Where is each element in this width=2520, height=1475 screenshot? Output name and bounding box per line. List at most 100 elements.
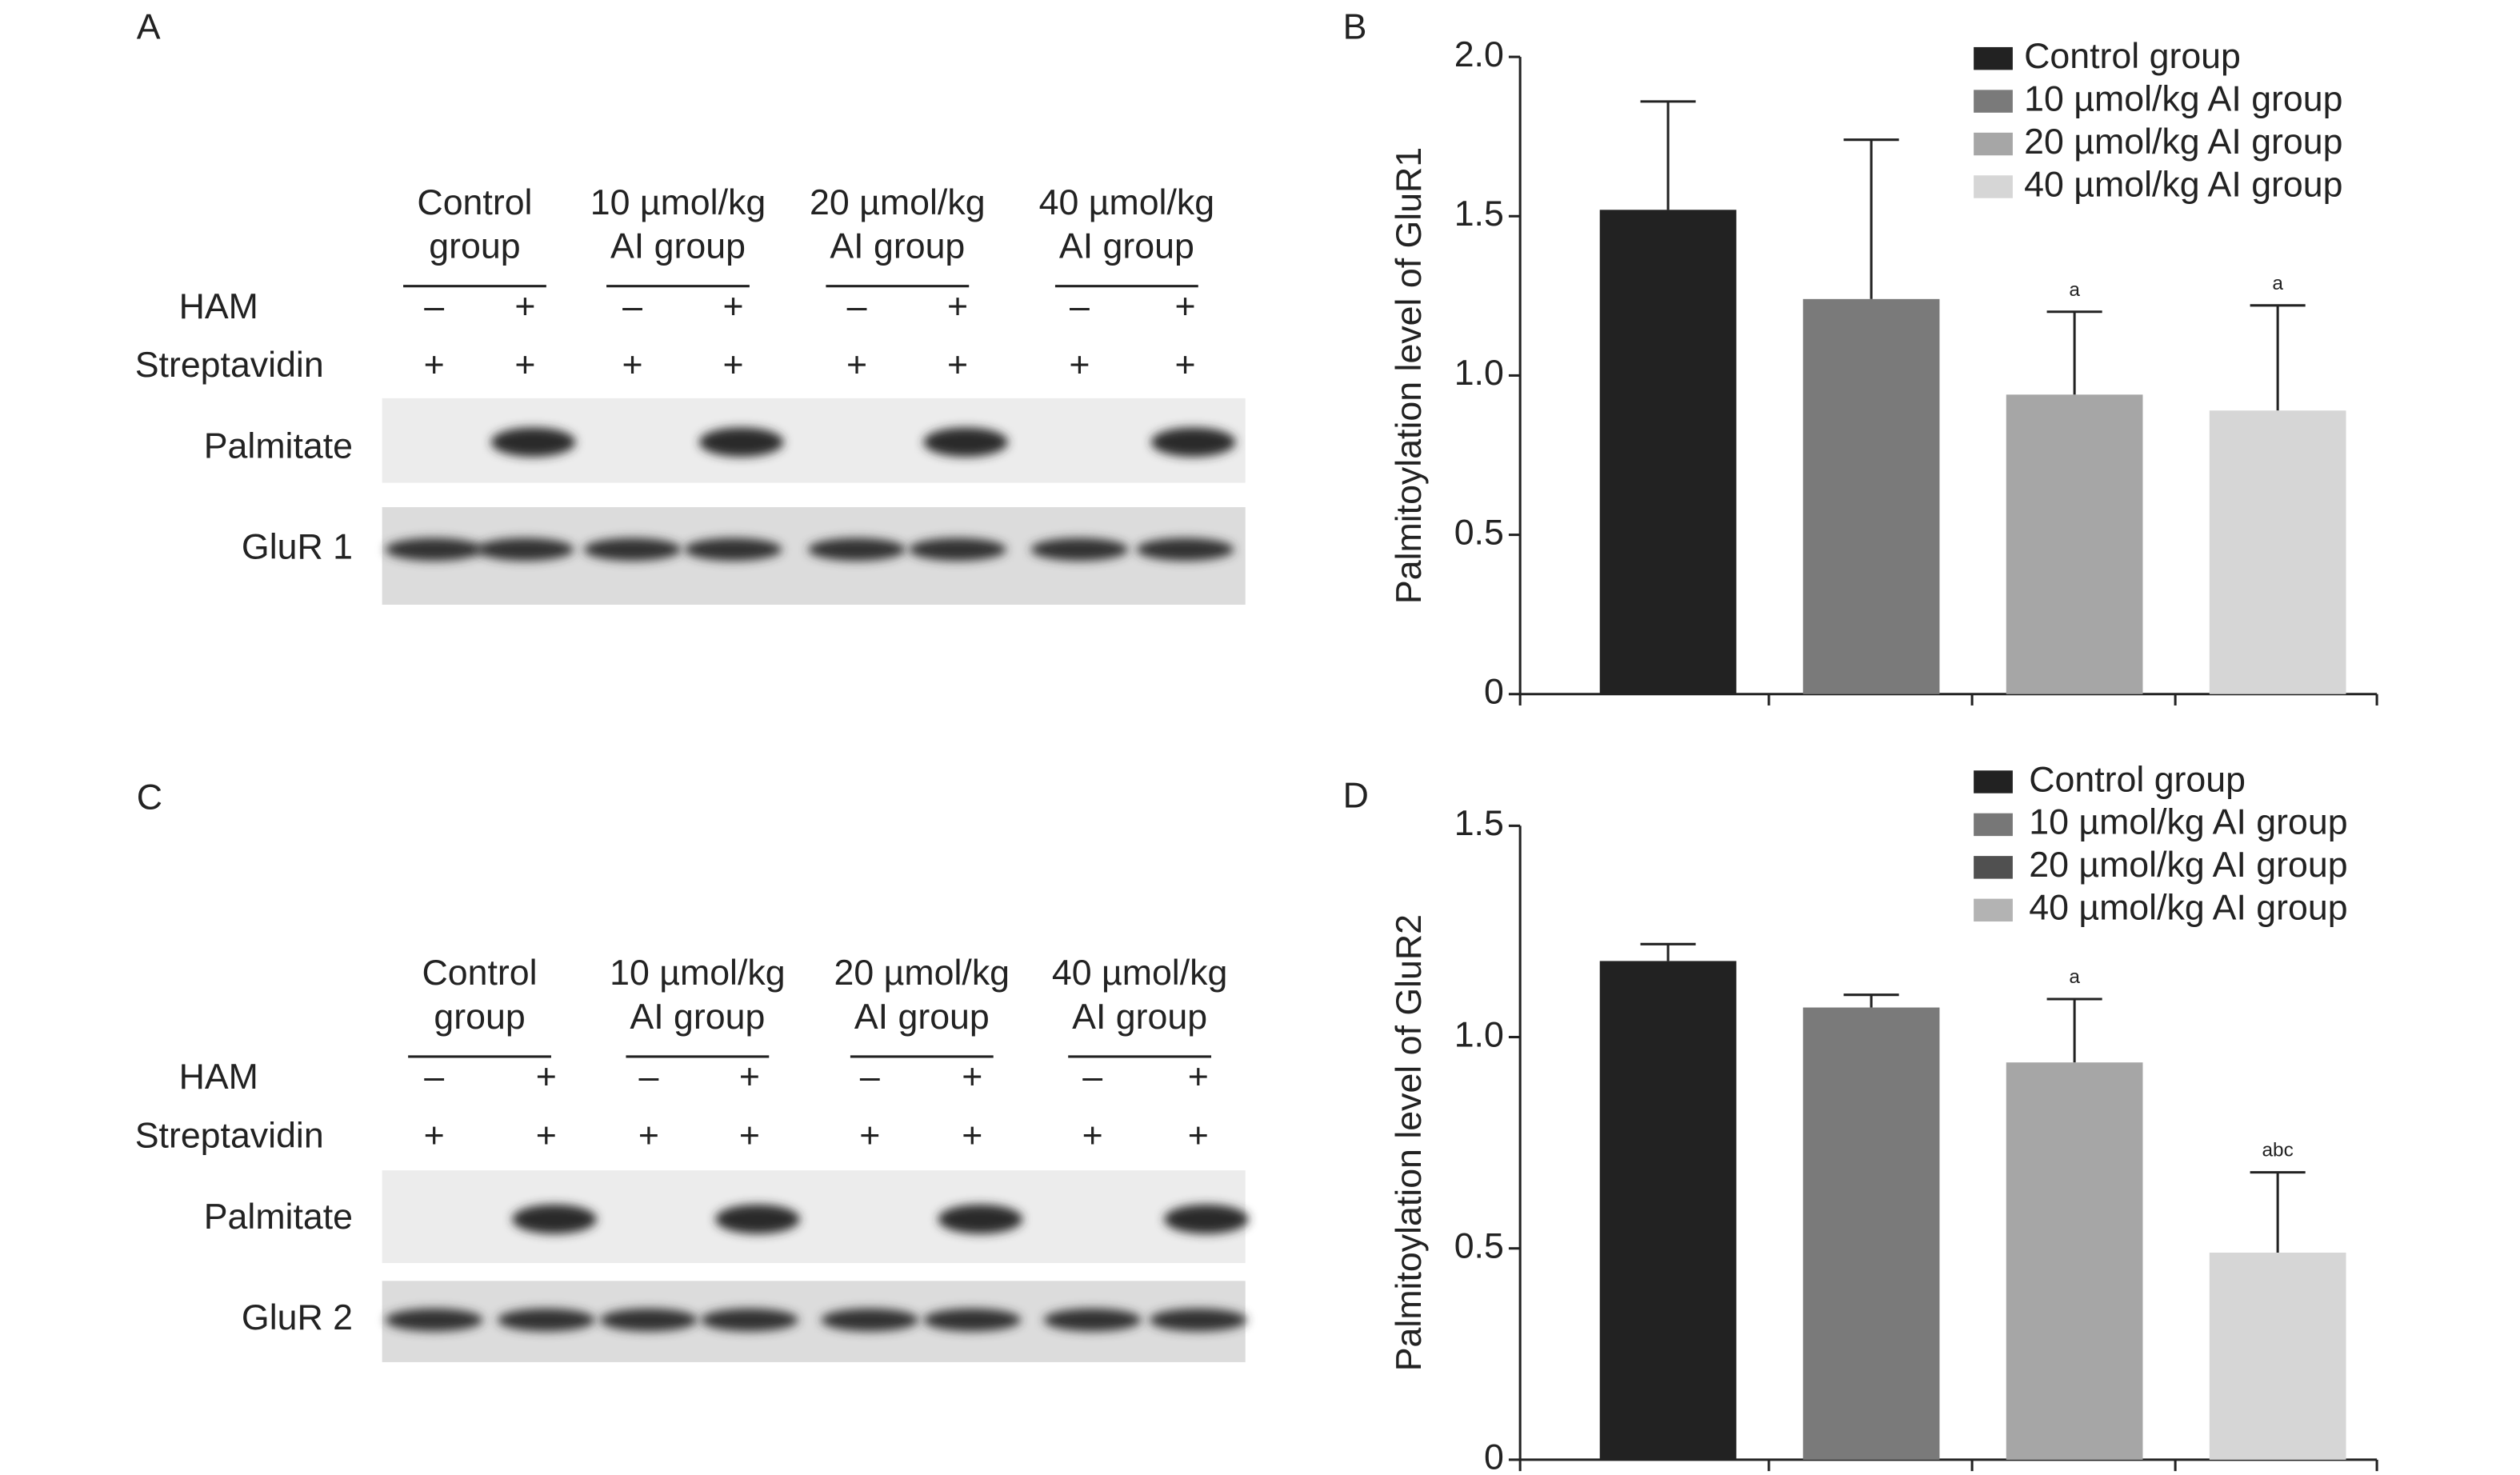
group-header: Control [417,183,532,222]
panel-label: D [1343,777,1369,816]
sign: + [1174,346,1195,385]
annotation: a [2069,279,2080,301]
sign: + [723,287,744,326]
legend-swatch [1974,770,2013,793]
error-bar [1640,100,1696,210]
band-label: GluR 1 [242,528,353,567]
group-header: AI group [630,997,765,1037]
sign: + [1188,1116,1209,1155]
band-label: Palmitate [204,427,353,466]
blot-band [385,538,483,562]
blot-band [700,1308,798,1332]
blot-band [808,538,906,562]
bar [1599,210,1737,694]
legend-label: Control group [2029,760,2246,799]
bar [2209,1252,2346,1460]
group-header: 20 µmol/kg [834,953,1010,993]
sign: – [847,287,867,326]
blot-band [923,427,1009,458]
blot-band [938,1204,1023,1234]
legend-label: 40 µmol/kg AI group [2024,165,2342,204]
y-tick-label: 2.0 [1454,35,1504,74]
y-tick-label: 1.5 [1454,804,1504,843]
sign: + [962,1116,982,1155]
row-label: Streptavidin [135,1116,324,1155]
error-bar [1640,942,1696,961]
sign: + [622,346,643,385]
bar [2209,410,2346,694]
legend-label: Control group [2024,37,2241,76]
y-tick-label: 0 [1484,673,1504,712]
blot-band [1136,538,1234,562]
bar [1802,298,1940,694]
y-axis-label: Palmitoylation level of GluR2 [1390,914,1429,1371]
legend-label: 10 µmol/kg AI group [2029,803,2347,842]
blot-band [821,1308,919,1332]
bar [2006,394,2143,694]
sign: – [622,287,642,326]
sign: – [1070,287,1090,326]
sign: + [536,1057,557,1097]
legend-swatch [1974,46,2013,70]
row-label: Streptavidin [135,346,324,385]
blot-band [476,538,574,562]
error-bar [1843,138,1899,299]
y-axis-label: Palmitoylation level of GluR1 [1390,147,1429,604]
sign: – [424,287,444,326]
sign: + [739,1116,760,1155]
row-label: HAM [179,287,258,326]
blot-strip [382,1170,1246,1264]
panel-label: A [137,7,161,46]
error-bar [2046,997,2102,1063]
error-bar [2250,1171,2306,1253]
annotation: a [2069,966,2080,988]
legend-label: 40 µmol/kg AI group [2029,889,2347,928]
annotation: a [2272,273,2283,294]
sign: + [424,1116,445,1155]
blot-band [583,538,682,562]
annotation: abc [2262,1140,2293,1161]
group-header: 40 µmol/kg [1039,183,1214,222]
panel-label: C [137,778,162,817]
blot-band [698,427,784,458]
blot-band [1149,1308,1247,1332]
sign: + [514,287,535,326]
legend-swatch [1974,856,2013,879]
y-tick-label: 0 [1484,1438,1504,1475]
sign: + [424,346,445,385]
group-header: 10 µmol/kg [610,953,786,993]
group-header: group [434,997,525,1037]
blot-band [497,1308,595,1332]
sign: + [1188,1057,1209,1097]
blot-band [512,1204,597,1234]
sign: + [947,346,968,385]
blot-band [599,1308,698,1332]
legend-swatch [1974,132,2013,156]
y-tick-label: 1.0 [1454,1015,1504,1054]
group-header: AI group [1072,997,1207,1037]
sign: + [723,346,744,385]
panel-label: B [1343,7,1367,46]
sign: + [962,1057,982,1097]
band-label: GluR 2 [242,1298,353,1337]
band-label: Palmitate [204,1197,353,1237]
legend-swatch [1974,90,2013,113]
sign: + [638,1116,659,1155]
sign: + [514,346,535,385]
blot-band [1150,427,1236,458]
blot-band [684,538,782,562]
legend-label: 20 µmol/kg AI group [2024,122,2342,162]
error-bar [1843,993,1899,1008]
bar [2006,1062,2143,1460]
legend-swatch [1974,898,2013,922]
sign: + [1082,1116,1103,1155]
bar [1599,961,1737,1460]
legend-label: 20 µmol/kg AI group [2029,845,2347,885]
blot-band [1164,1204,1249,1234]
group-header: 20 µmol/kg [810,183,986,222]
sign: + [846,346,867,385]
row-label: HAM [179,1057,258,1097]
group-header: AI group [1059,227,1194,266]
sign: + [1174,287,1195,326]
